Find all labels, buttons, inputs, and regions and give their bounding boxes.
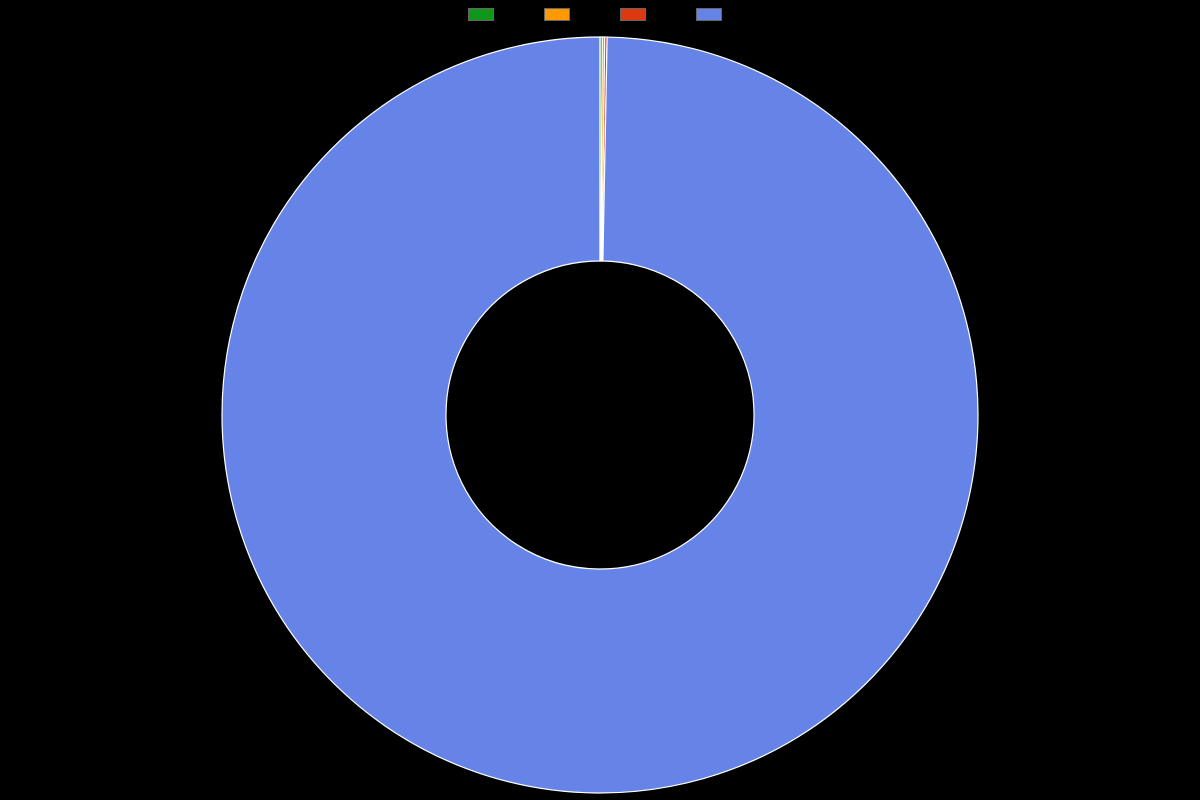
legend-swatch-0 (468, 8, 494, 21)
legend-swatch-2 (620, 8, 646, 21)
legend-item-3[interactable] (696, 8, 732, 21)
legend-swatch-3 (696, 8, 722, 21)
legend-item-2[interactable] (620, 8, 656, 21)
legend-swatch-1 (544, 8, 570, 21)
donut-chart (0, 30, 1200, 800)
chart-legend (468, 8, 732, 21)
legend-item-1[interactable] (544, 8, 580, 21)
donut-svg (0, 30, 1200, 800)
legend-item-0[interactable] (468, 8, 504, 21)
